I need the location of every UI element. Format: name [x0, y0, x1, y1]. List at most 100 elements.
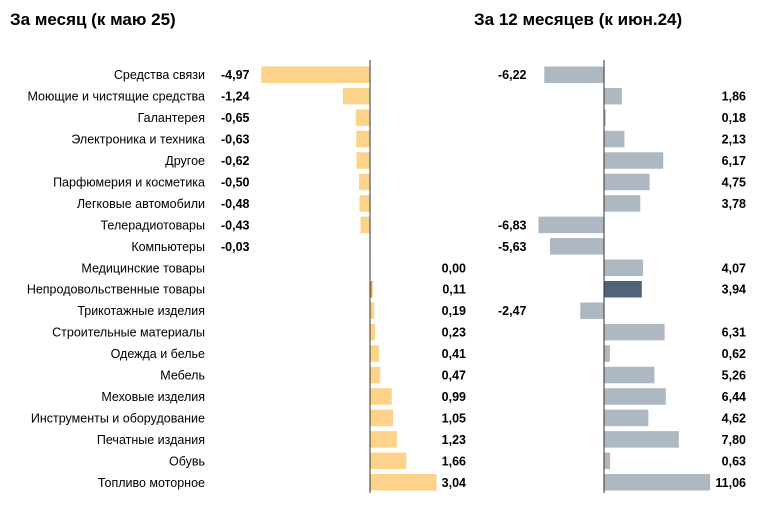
data-label-monthly: -0,62 — [221, 154, 250, 168]
data-label-yearly: 6,31 — [722, 326, 746, 340]
data-label-monthly: 0,41 — [442, 347, 466, 361]
data-label-yearly: 2,13 — [722, 133, 746, 147]
data-label-yearly: 0,63 — [722, 454, 746, 468]
bar-monthly — [370, 474, 437, 491]
bar-monthly — [370, 280, 373, 298]
data-label-yearly: 11,06 — [715, 476, 746, 490]
data-label-yearly: -5,63 — [498, 240, 527, 254]
data-label-monthly: -0,48 — [221, 197, 250, 211]
category-label: Медицинские товары — [81, 261, 205, 275]
bar-monthly — [370, 452, 407, 470]
data-label-yearly: 6,44 — [722, 390, 746, 404]
data-label-monthly: -0,43 — [221, 218, 250, 232]
category-label: Мебель — [160, 369, 205, 383]
bar-yearly — [604, 87, 622, 105]
category-label: Другое — [165, 154, 205, 168]
bar-monthly — [370, 431, 397, 448]
bar-monthly — [261, 66, 370, 83]
data-label-monthly: 1,05 — [442, 411, 466, 425]
bar-yearly — [604, 323, 665, 341]
bar-monthly — [370, 345, 379, 362]
bar-monthly — [342, 87, 370, 105]
category-label: Непродовольственные товары — [27, 283, 205, 297]
data-label-monthly: -0,65 — [221, 111, 250, 125]
bar-yearly — [604, 195, 641, 212]
data-label-monthly: 1,66 — [442, 454, 466, 468]
data-label-yearly: -6,83 — [498, 218, 527, 232]
category-label: Телерадиотовары — [101, 218, 206, 232]
category-label: Легковые автомобили — [77, 197, 205, 211]
bar-yearly — [604, 388, 666, 405]
data-label-yearly: 1,86 — [722, 90, 746, 104]
category-label: Моющие и чистящие средства — [27, 90, 205, 104]
data-label-monthly: -0,63 — [221, 133, 250, 147]
data-label-yearly: 5,26 — [722, 369, 746, 383]
bar-monthly — [370, 302, 375, 319]
data-label-yearly: 0,18 — [722, 111, 746, 125]
data-label-monthly: 0,11 — [442, 283, 466, 297]
data-label-monthly: 1,23 — [442, 433, 466, 447]
bar-yearly — [604, 280, 642, 298]
data-label-monthly: -0,03 — [221, 240, 250, 254]
chart-title-monthly: За месяц (к маю 25) — [10, 10, 176, 29]
bar-yearly — [604, 109, 606, 126]
bar-monthly — [370, 323, 376, 341]
category-label: Галантерея — [138, 111, 205, 125]
bar-monthly — [359, 173, 370, 191]
bar-monthly — [359, 195, 370, 212]
bar-yearly — [604, 345, 610, 362]
data-label-yearly: 0,62 — [722, 347, 746, 361]
bar-yearly — [580, 302, 604, 319]
bar-yearly — [604, 152, 664, 169]
category-label: Обувь — [169, 454, 205, 468]
bar-yearly — [604, 431, 679, 448]
data-label-monthly: -4,97 — [221, 68, 250, 82]
data-label-monthly: 0,19 — [442, 304, 466, 318]
bar-yearly — [538, 216, 604, 234]
data-label-monthly: 0,99 — [442, 390, 466, 404]
category-label: Топливо моторное — [98, 476, 205, 490]
bar-monthly — [370, 366, 381, 384]
category-label: Парфюмерия и косметика — [53, 175, 205, 189]
data-label-monthly: 3,04 — [442, 476, 466, 490]
bar-yearly — [604, 409, 649, 427]
data-label-yearly: 7,80 — [722, 433, 746, 447]
bar-monthly — [355, 109, 370, 126]
bar-yearly — [604, 173, 650, 191]
category-label: Печатные издания — [97, 433, 205, 447]
bar-monthly — [370, 409, 393, 427]
bar-monthly — [356, 130, 370, 148]
category-label: Трикотажные изделия — [77, 304, 205, 318]
data-label-monthly: -1,24 — [221, 90, 250, 104]
data-label-yearly: 3,78 — [722, 197, 746, 211]
category-label: Строительные материалы — [52, 326, 205, 340]
bar-monthly — [370, 388, 392, 405]
category-label: Инструменты и оборудование — [31, 411, 205, 425]
bar-yearly — [549, 238, 604, 255]
data-label-yearly: -6,22 — [498, 68, 527, 82]
category-label: Средства связи — [114, 68, 205, 82]
category-label: Электроника и техника — [71, 133, 205, 147]
bar-yearly — [544, 66, 604, 83]
data-label-yearly: 3,94 — [722, 283, 746, 297]
chart-title-yearly: За 12 месяцев (к июн.24) — [474, 10, 683, 29]
data-label-yearly: 4,62 — [722, 411, 746, 425]
bar-monthly — [360, 216, 370, 234]
data-label-monthly: 0,00 — [442, 261, 466, 275]
bar-yearly — [604, 366, 655, 384]
category-label: Меховые изделия — [101, 390, 205, 404]
bar-yearly — [604, 452, 611, 470]
data-label-monthly: -0,50 — [221, 175, 250, 189]
data-label-monthly: 0,47 — [442, 369, 466, 383]
category-label: Одежда и белье — [111, 347, 205, 361]
bar-yearly — [604, 130, 625, 148]
bar-monthly — [356, 152, 370, 169]
data-label-yearly: -2,47 — [498, 304, 527, 318]
bar-yearly — [604, 474, 711, 491]
data-label-monthly: 0,23 — [442, 326, 466, 340]
data-label-yearly: 4,75 — [722, 175, 746, 189]
category-label: Компьютеры — [131, 240, 205, 254]
bar-yearly — [604, 259, 644, 277]
data-label-yearly: 4,07 — [722, 261, 746, 275]
